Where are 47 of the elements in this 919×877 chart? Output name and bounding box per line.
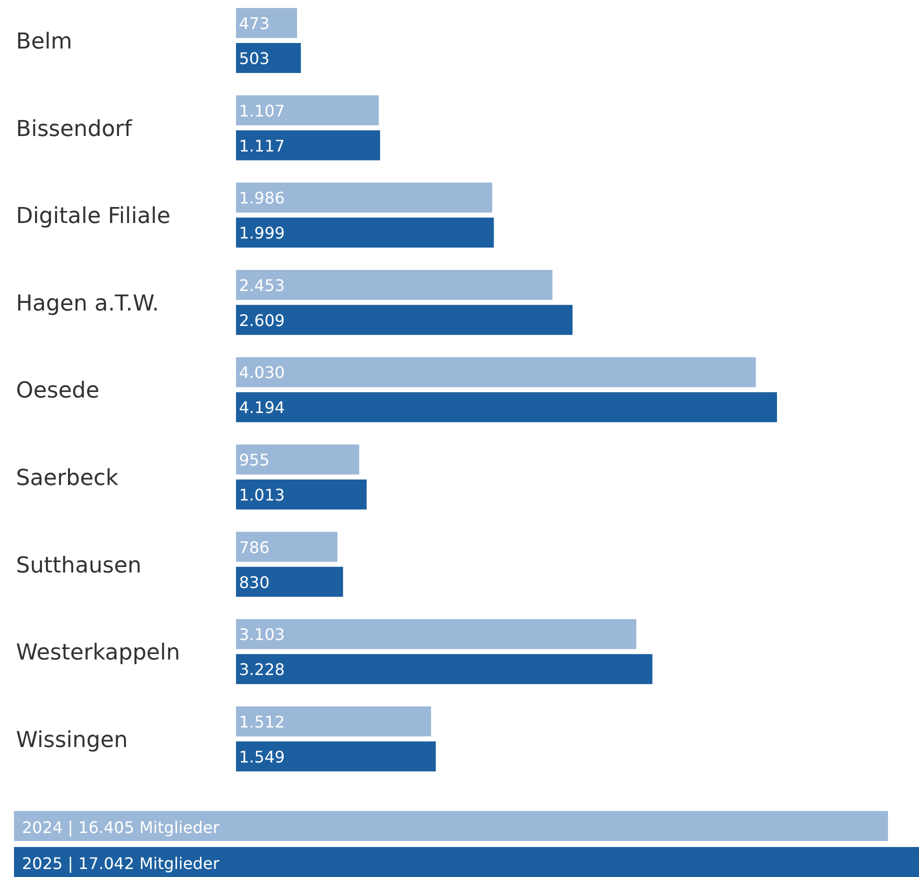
data-label: 4.030 <box>239 363 285 382</box>
bar <box>236 392 777 422</box>
bar <box>236 218 494 248</box>
bar <box>236 444 360 474</box>
y-tick-label: Oesede <box>16 378 100 404</box>
bar <box>236 357 756 388</box>
bar <box>236 741 436 772</box>
data-label: 4.194 <box>239 398 285 418</box>
bar <box>236 480 367 510</box>
y-tick-label: Hagen a.T.W. <box>16 291 159 316</box>
data-label: 955 <box>239 450 270 470</box>
data-label: 473 <box>239 14 270 33</box>
y-tick-label: Westerkappeln <box>16 640 180 666</box>
bar <box>236 654 652 684</box>
y-tick-label: Digitale Filiale <box>16 204 170 230</box>
y-tick-label: Belm <box>16 30 72 54</box>
data-label: 786 <box>239 538 270 557</box>
bar <box>236 95 379 126</box>
data-label: 1.512 <box>239 712 285 732</box>
data-label: 2.609 <box>239 310 285 330</box>
y-tick-label: Wissingen <box>16 728 128 753</box>
bar <box>236 182 492 213</box>
bar <box>236 8 298 38</box>
data-label: 1.549 <box>239 747 285 766</box>
y-tick-label: Sutthausen <box>16 553 142 578</box>
y-tick-label: Bissendorf <box>16 116 134 142</box>
data-label: 1.986 <box>239 188 285 208</box>
text: 2024 | 16.405 Mitglieder <box>22 818 220 837</box>
bar <box>236 130 380 160</box>
data-label: 3.228 <box>239 660 285 680</box>
data-label: 3.103 <box>239 625 285 644</box>
data-label: 2.453 <box>239 276 285 295</box>
bar <box>236 43 301 73</box>
bar <box>236 304 573 335</box>
bar <box>236 532 338 562</box>
data-label: 1.117 <box>239 136 285 156</box>
data-label: 1.107 <box>239 101 285 120</box>
bar <box>236 270 552 300</box>
data-label: 1.999 <box>239 224 285 243</box>
data-label: 1.013 <box>239 486 285 504</box>
data-label: 503 <box>239 49 270 68</box>
bar <box>236 619 636 650</box>
y-tick-label: Saerbeck <box>16 466 119 491</box>
bar <box>236 706 432 736</box>
data-label: 830 <box>239 572 270 592</box>
text: 2025 | 17.042 Mitglieder <box>22 854 220 873</box>
bar <box>236 566 344 597</box>
